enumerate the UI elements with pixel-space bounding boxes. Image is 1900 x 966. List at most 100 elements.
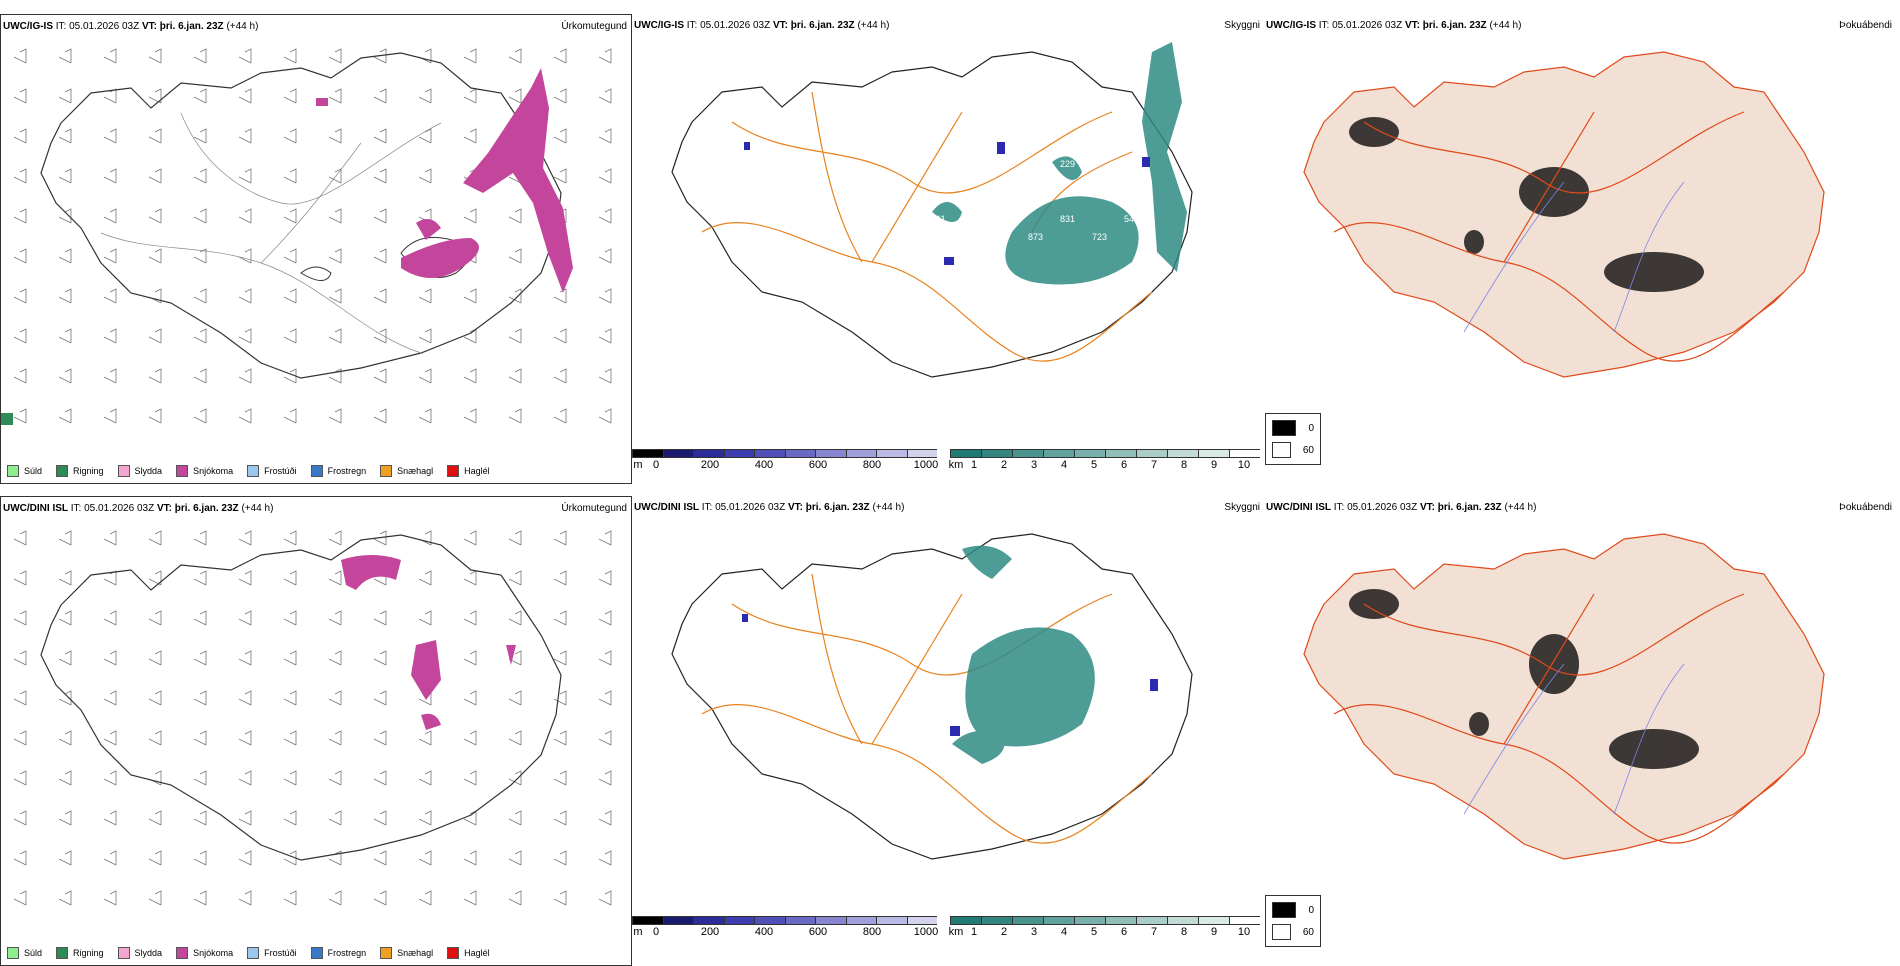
precip-type-panel-top: UWC/IG-IS IT: 05.01.2026 03Z VT: þri. 6.… — [0, 14, 632, 484]
precip-map — [13, 530, 612, 906]
wind-barb — [463, 570, 477, 586]
wind-barb — [13, 88, 27, 104]
wind-barb — [328, 650, 342, 666]
colorbar-tick: 6 — [1120, 459, 1128, 471]
wind-barb — [238, 610, 252, 626]
wind-barb — [283, 570, 297, 586]
colorbar-segment — [981, 449, 1012, 458]
colorbar-segment — [876, 916, 907, 925]
legend-item: Snjókoma — [176, 465, 233, 477]
wind-barb — [328, 610, 342, 626]
visibility-value: 313 — [1028, 604, 1043, 614]
wind-barb — [463, 730, 477, 746]
wind-barb — [238, 770, 252, 786]
panel-title: Þokuábendi — [1839, 20, 1892, 31]
wind-barb — [148, 128, 162, 144]
wind-barb — [148, 850, 162, 866]
wind-barb — [58, 48, 72, 64]
wind-barb — [418, 288, 432, 304]
colorbar-unit: km — [948, 459, 964, 471]
wind-barb — [463, 368, 477, 384]
colorbar-tick: 7 — [1150, 459, 1158, 471]
wind-barb — [553, 610, 567, 626]
wind-barb — [193, 810, 207, 826]
wind-barb — [283, 650, 297, 666]
wind-barb — [598, 208, 612, 224]
visibility-value: 54 — [1124, 214, 1134, 224]
wind-barb — [373, 48, 387, 64]
colorbar-segment — [693, 916, 724, 925]
colorbar-segment — [1198, 449, 1229, 458]
panel-title: Úrkomutegund — [561, 21, 627, 32]
wind-barb — [463, 48, 477, 64]
dewpoint-legend-item: 0 — [1272, 420, 1314, 436]
dewpoint-legend-item: 60 — [1272, 924, 1314, 940]
wind-barb — [598, 408, 612, 424]
wind-barb — [238, 810, 252, 826]
panel-header: UWC/DINI ISL IT: 05.01.2026 03Z VT: þri.… — [3, 503, 274, 514]
legend-label: Súld — [24, 466, 43, 476]
wind-barb — [283, 208, 297, 224]
wind-barb — [553, 810, 567, 826]
fog-spots — [742, 614, 1158, 736]
wind-barb — [328, 408, 342, 424]
legend-swatch — [7, 947, 19, 959]
dewpoint-swatch — [1272, 442, 1291, 458]
wind-barb — [418, 730, 432, 746]
wind-barb — [13, 408, 27, 424]
colorbar-segment — [950, 916, 981, 925]
visibility-value: 831 — [1060, 214, 1075, 224]
visibility-value: 248 — [1092, 177, 1107, 187]
legend-item: Frostúði — [247, 465, 297, 477]
panel-title: Þokuábendi — [1839, 502, 1892, 513]
colorbar-segment — [754, 916, 785, 925]
wind-barb — [103, 168, 117, 184]
colorbar-tick: 5 — [1090, 926, 1098, 938]
wind-barb — [13, 890, 27, 906]
wind-barb — [373, 328, 387, 344]
legend-swatch — [117, 465, 130, 477]
legend-item: Frostregn — [310, 947, 366, 959]
wind-barb — [598, 610, 612, 626]
wind-barb — [238, 208, 252, 224]
wind-barb — [328, 770, 342, 786]
colorbar-tick: 1 — [970, 459, 978, 471]
colorbar-tick: 3 — [1030, 459, 1038, 471]
wind-barb — [58, 730, 72, 746]
colorbar-segment — [906, 449, 937, 458]
legend-swatch — [56, 465, 69, 477]
wind-barb — [193, 88, 207, 104]
altitude-colorbar: m 0 200 400 600 800 1000 — [632, 449, 938, 473]
wind-barb — [103, 288, 117, 304]
visibility-value: 135 — [1124, 586, 1139, 596]
wind-barb — [13, 328, 27, 344]
wind-barb — [553, 128, 567, 144]
wind-barb — [238, 288, 252, 304]
wind-barb — [373, 288, 387, 304]
colorbar-tick: 8 — [1180, 459, 1188, 471]
colorbar-unit: km — [948, 926, 964, 938]
wind-barb — [238, 530, 252, 546]
wind-barb — [148, 770, 162, 786]
colorbar-segment — [1167, 449, 1198, 458]
wind-barb — [103, 48, 117, 64]
colorbar-segment — [1136, 449, 1167, 458]
wind-barb — [328, 248, 342, 264]
wind-barb — [148, 610, 162, 626]
roads — [1333, 111, 1785, 362]
wind-barb — [283, 690, 297, 706]
colorbar-segment — [662, 916, 693, 925]
snow-areas — [341, 555, 516, 730]
colorbar-segment — [815, 916, 846, 925]
wind-barb — [148, 408, 162, 424]
wind-barb — [508, 530, 522, 546]
colorbar-segment — [723, 449, 754, 458]
wind-barb — [328, 88, 342, 104]
wind-barb — [238, 730, 252, 746]
colorbar-tick: 1000 — [913, 926, 939, 938]
wind-barb — [598, 168, 612, 184]
colorbar-tick: 0 — [652, 926, 660, 938]
wind-barb — [58, 890, 72, 906]
wind-barb — [373, 810, 387, 826]
colorbar-segment — [1229, 449, 1260, 458]
